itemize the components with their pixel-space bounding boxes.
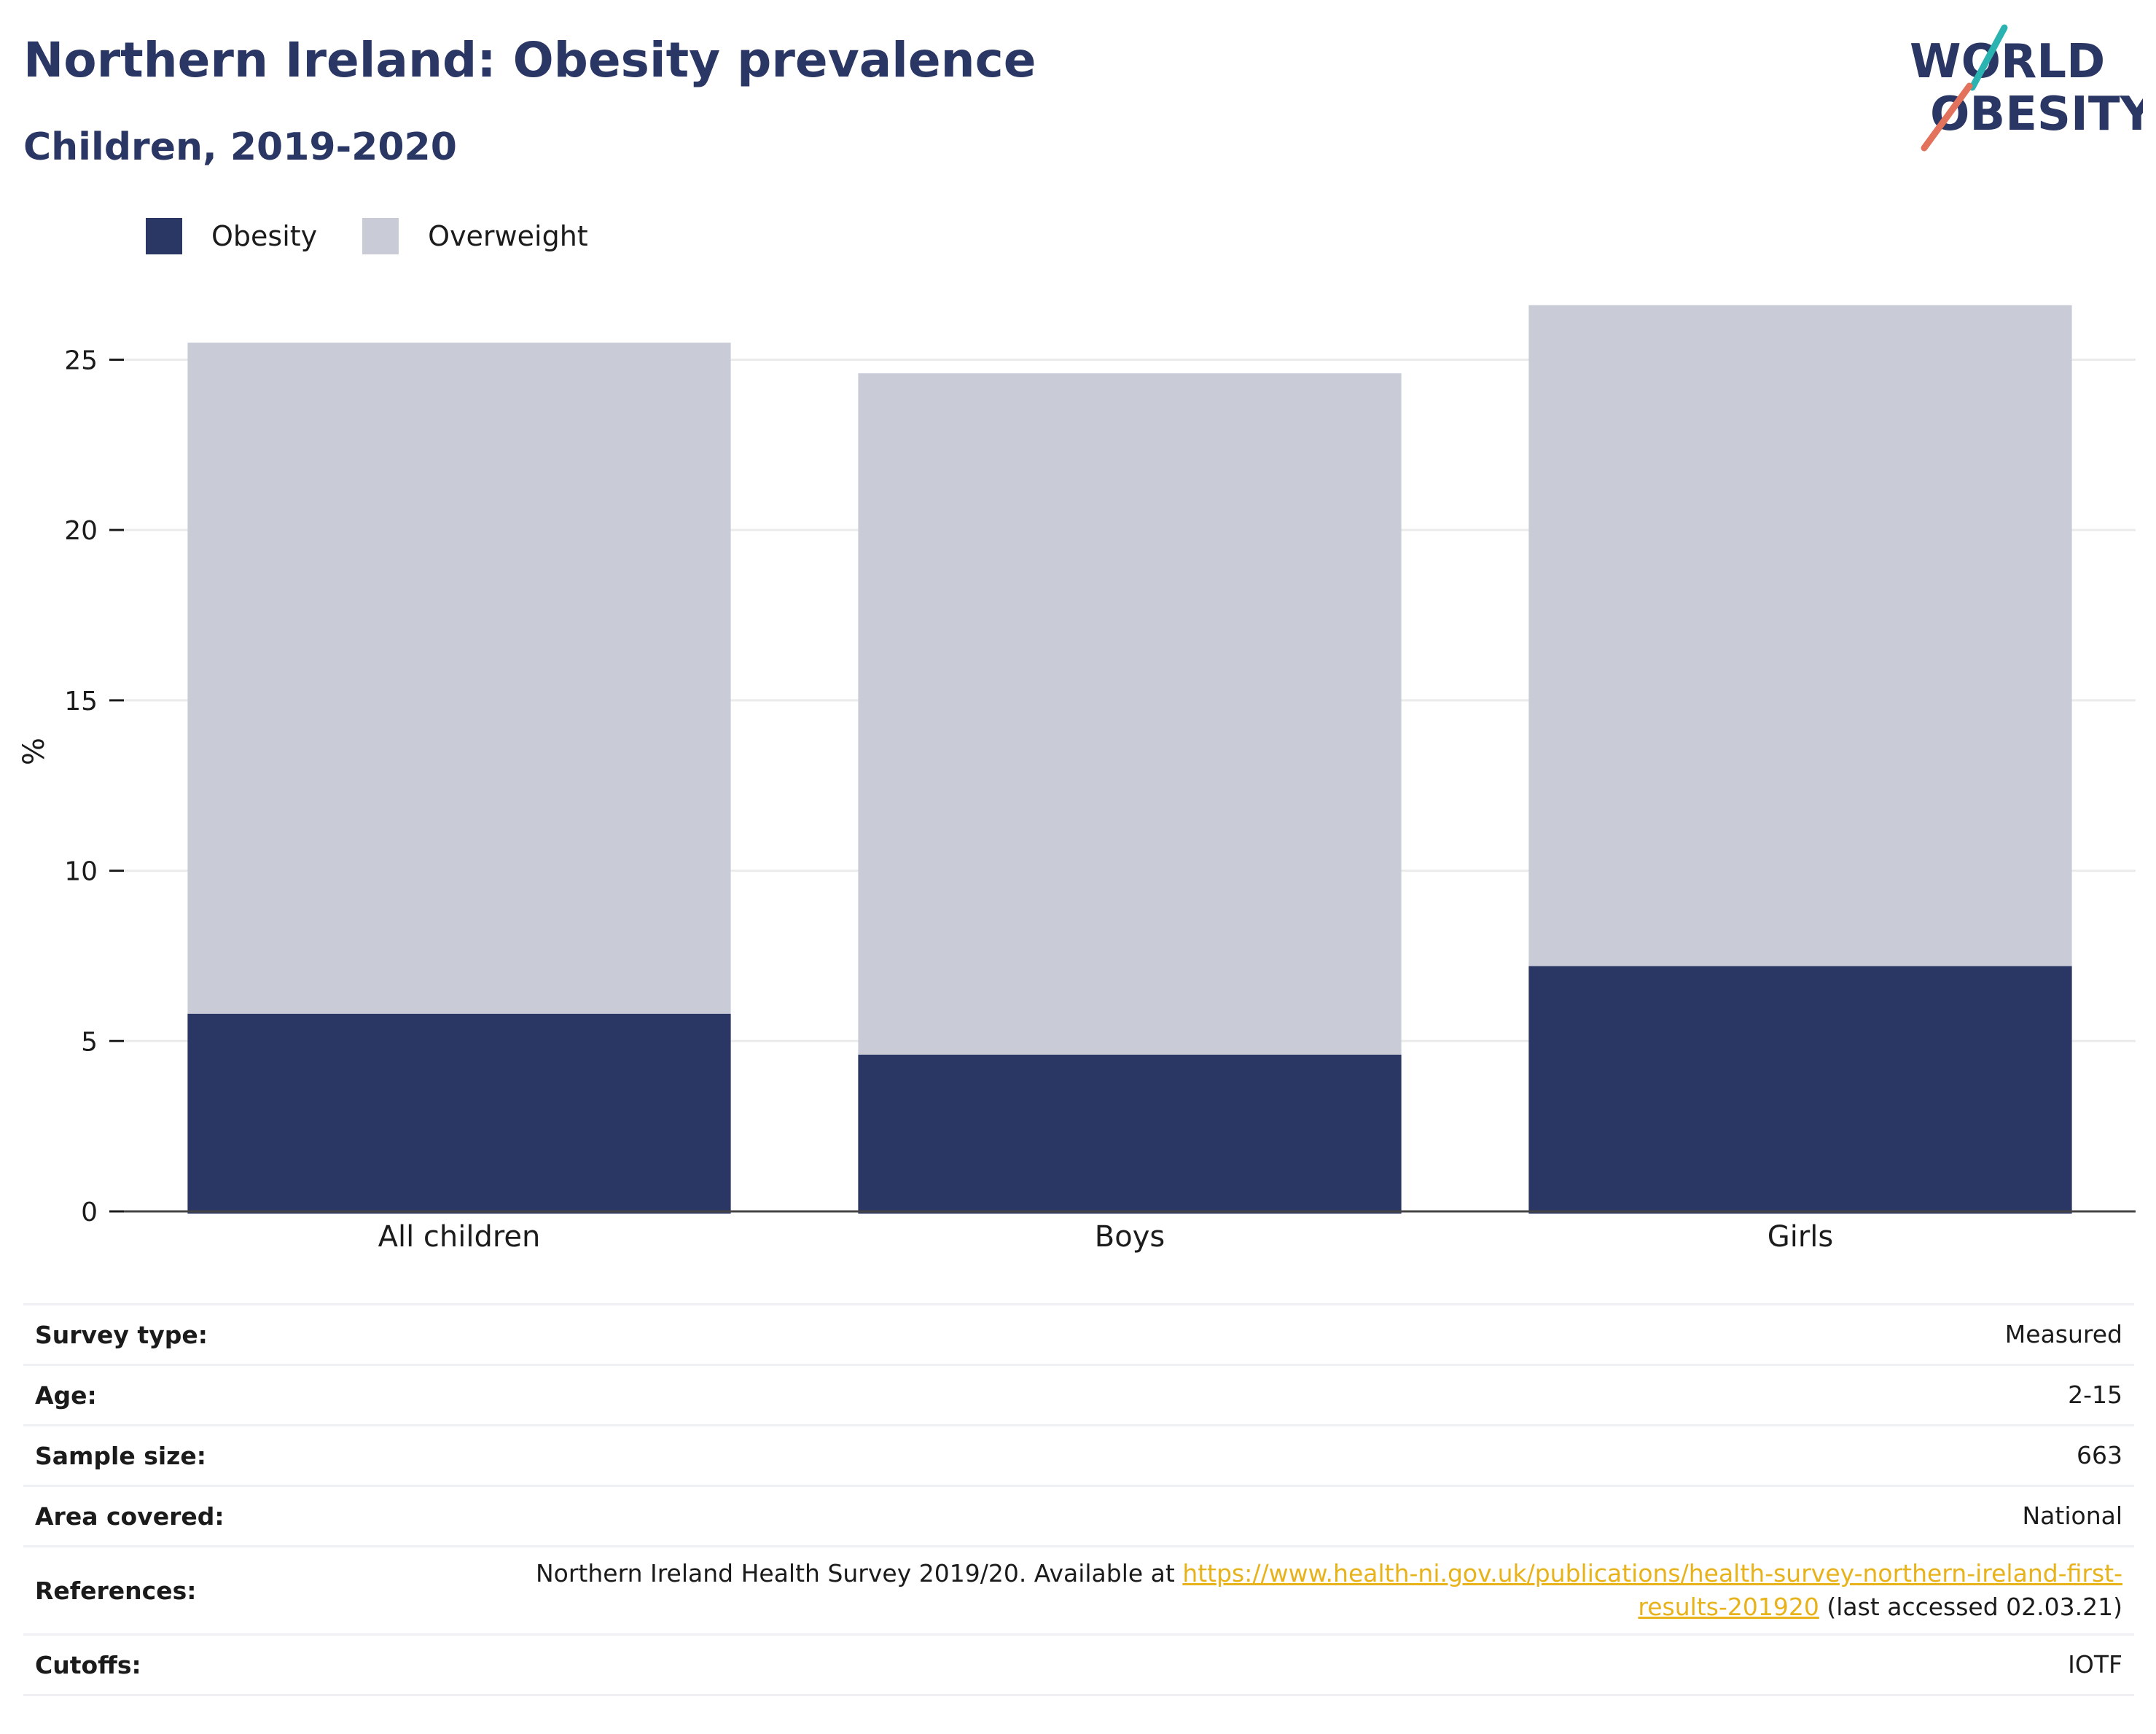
- y-tick-label: 15: [64, 687, 98, 716]
- bar-chart: 0 5 10 15 20 25 All children Boys Girls %: [17, 305, 2136, 1254]
- info-key: Survey type:: [35, 1320, 208, 1349]
- legend-item-obesity[interactable]: Obesity: [146, 218, 317, 254]
- info-key: References:: [35, 1576, 197, 1605]
- info-row-age: Age: 2-15: [23, 1364, 2134, 1426]
- legend-label-obesity: Obesity: [211, 220, 318, 252]
- info-row-area-covered: Area covered: National: [23, 1485, 2134, 1547]
- legend-item-overweight[interactable]: Overweight: [362, 218, 588, 254]
- references-text: Northern Ireland Health Survey 2019/20. …: [535, 1559, 1183, 1587]
- info-value: Measured: [2004, 1320, 2122, 1348]
- x-tick-label: Boys: [1095, 1220, 1165, 1254]
- y-axis-title: %: [17, 738, 51, 765]
- legend-swatch-obesity: [146, 218, 182, 254]
- references-link[interactable]: https://www.health-ni.gov.uk/publication…: [1182, 1559, 2122, 1621]
- info-key: Cutoffs:: [35, 1650, 141, 1679]
- y-tick-label: 25: [64, 345, 98, 375]
- legend-swatch-overweight: [362, 218, 399, 254]
- info-value: 2-15: [2068, 1380, 2122, 1409]
- x-tick-label: Girls: [1768, 1220, 1834, 1254]
- world-obesity-logo: WORLD OBESITY: [1910, 24, 2143, 152]
- logo-line-1: WORLD: [1910, 35, 2105, 89]
- info-value: National: [2022, 1501, 2122, 1530]
- y-tick-label: 10: [64, 857, 98, 887]
- info-key: Area covered:: [35, 1501, 224, 1531]
- bar-obesity-all-children[interactable]: [187, 1013, 731, 1214]
- bars: [187, 305, 2072, 1214]
- info-row-references: References: Northern Ireland Health Surv…: [23, 1546, 2134, 1635]
- info-key: Sample size:: [35, 1441, 206, 1470]
- chart-legend: Obesity Overweight: [146, 217, 633, 255]
- references-accessed: (last accessed 02.03.21): [1819, 1593, 2122, 1621]
- info-value: 663: [2077, 1441, 2122, 1469]
- legend-label-overweight: Overweight: [428, 220, 588, 252]
- logo-slash-coral: [1921, 82, 1973, 152]
- bar-obesity-girls[interactable]: [1528, 966, 2072, 1214]
- y-tick-label: 0: [81, 1198, 98, 1227]
- info-row-cutoffs: Cutoffs: IOTF: [23, 1634, 2134, 1695]
- survey-info-table: Survey type: Measured Age: 2-15 Sample s…: [23, 1303, 2134, 1696]
- page-title: Northern Ireland: Obesity prevalence: [23, 32, 1036, 88]
- axes: 0 5 10 15 20 25 All children Boys Girls: [64, 345, 2136, 1254]
- info-value: IOTF: [2068, 1650, 2122, 1679]
- info-value-references: Northern Ireland Health Survey 2019/20. …: [499, 1547, 2134, 1635]
- y-tick-label: 5: [81, 1027, 98, 1057]
- logo-slash-teal: [1969, 24, 2008, 91]
- info-row-sample-size: Sample size: 663: [23, 1425, 2134, 1486]
- info-row-survey-type: Survey type: Measured: [23, 1304, 2134, 1365]
- bar-obesity-boys[interactable]: [858, 1054, 1402, 1214]
- page-subtitle: Children, 2019-2020: [23, 125, 457, 169]
- x-tick-label: All children: [378, 1220, 541, 1254]
- y-tick-label: 20: [64, 516, 98, 546]
- info-key: Age:: [35, 1380, 97, 1410]
